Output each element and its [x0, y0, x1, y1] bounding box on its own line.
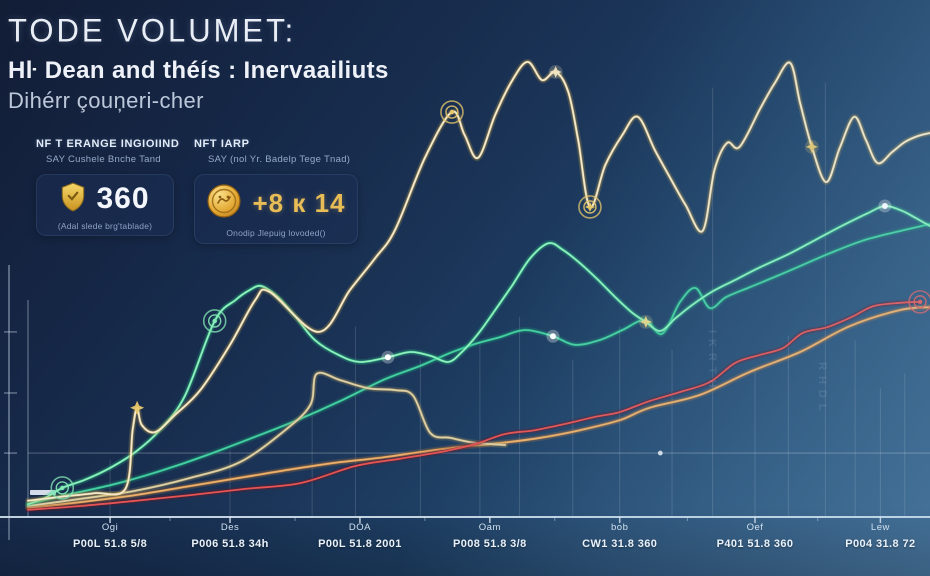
teal-line [27, 223, 930, 506]
star-marker-icon [549, 65, 562, 78]
green-line [27, 205, 930, 506]
title-block: TODE VOLUMET: Hŀ Dean and théís : Inerva… [8, 12, 389, 114]
sparkle-marker [548, 64, 563, 79]
x-axis-sublabel: P00L 51.8 5/8 [73, 538, 148, 550]
sparkle-marker [804, 139, 819, 154]
stat-card-heading: NFT IARP [194, 138, 250, 150]
dot-marker [878, 199, 892, 213]
gridline-dot [657, 450, 663, 456]
dot-marker [546, 329, 560, 343]
x-axis-label: bob [611, 522, 629, 533]
x-axis-label-group: DOA P00L 51.8 2001 [290, 522, 430, 550]
stat-card-subheading: SAY (nol Yr. Badelp Tege Tnad) [208, 154, 351, 165]
stat-card-heading: NF T ERANGE INGIOIIND [36, 138, 180, 150]
x-axis-label: DOA [348, 522, 371, 533]
x-axis-label: Ogi [101, 522, 119, 533]
watermark-text: IKRTH [706, 330, 718, 394]
star-marker-icon [805, 140, 818, 153]
star-marker [130, 400, 145, 415]
coin-icon [206, 183, 242, 224]
x-axis-sublabel: P00L 51.8 2001 [318, 538, 402, 550]
khaki-mid-line [27, 371, 507, 507]
dot-marker [381, 350, 395, 364]
x-axis-label-group: Oef P401 51.8 360 [685, 522, 825, 550]
gold-line [26, 60, 930, 503]
red-line [27, 301, 921, 511]
shield-icon [60, 181, 86, 217]
red-line [26, 300, 922, 512]
gold-line [25, 58, 930, 504]
x-axis-line [0, 516, 930, 518]
x-axis-label: Oam [478, 522, 501, 533]
page-title: TODE VOLUMET: [8, 12, 297, 50]
x-axis-label-group: bob CW1 31.8 360 [550, 522, 690, 550]
watermark-text: RHDL [816, 362, 828, 417]
stat-card-subheading: SAY Cushele Bnche Tand [46, 154, 161, 165]
page-subtitle-secondary: Dihérr çouņeri-cher [8, 88, 204, 113]
ringstar-marker [578, 195, 602, 219]
ring-marker [50, 476, 75, 500]
star-marker-icon [584, 201, 595, 212]
stat-card-box: +8 к 14 Onodip Jlepuig lovoded() [194, 174, 358, 244]
x-axis-label: Lew [870, 522, 890, 533]
star-marker-icon [639, 315, 652, 328]
stat-value: 360 [96, 182, 150, 215]
stat-card-box: 360 (Adal slede brg'tablade) [36, 174, 174, 236]
star-marker-icon [130, 400, 145, 415]
red-line [25, 298, 924, 513]
teal-line [25, 221, 930, 508]
ring-marker [202, 309, 227, 333]
page-subtitle: Hŀ Dean and théís : Inervaailiuts [8, 57, 389, 84]
x-axis-label: Oef [746, 522, 764, 533]
x-axis-label-group: Des P006 51.8 34h [160, 522, 300, 550]
x-axis-sublabel: P004 31.8 72 [845, 538, 916, 550]
x-axis-sublabel: CW1 31.8 360 [582, 538, 658, 550]
stat-card-tarp: NFT IARP SAY (nol Yr. Badelp Tege Tnad) … [194, 138, 358, 244]
stat-caption: Onodip Jlepuig lovoded() [226, 227, 326, 238]
x-axis-label-group: Oam P008 51.8 3/8 [420, 522, 560, 550]
ring-marker [908, 290, 930, 314]
x-axis-label-group: Lew P004 31.8 72 [810, 522, 930, 550]
gold-line [27, 61, 930, 502]
stat-value: +8 к 14 [252, 187, 346, 218]
x-axis-sublabel: P006 51.8 34h [191, 538, 269, 550]
x-axis-sublabel: P008 51.8 3/8 [452, 538, 527, 550]
sparkle-marker [638, 314, 653, 329]
ring-marker [440, 100, 464, 124]
x-axis-label: Des [220, 522, 240, 533]
x-axis-label-group: Ogi P00L 51.8 5/8 [40, 522, 180, 550]
x-axis-sublabel: P401 51.8 360 [716, 538, 794, 550]
stat-caption: (Adal slede brg'tablade) [57, 220, 153, 231]
orange-line [27, 306, 930, 509]
stat-card-range: NF T ERANGE INGIOIIND SAY Cushele Bnche … [36, 138, 179, 236]
